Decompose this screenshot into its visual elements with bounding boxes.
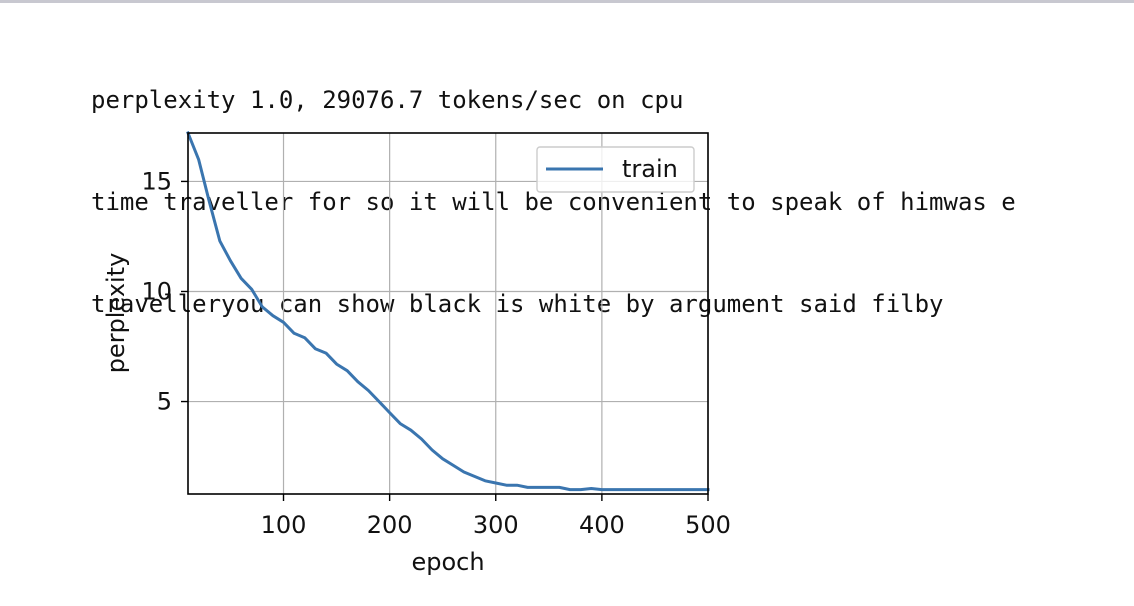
y-tick-label: 5 [157, 388, 172, 416]
legend-label: train [622, 155, 678, 183]
output-line: time traveller for so it will be conveni… [91, 188, 1016, 216]
x-tick-label: 300 [473, 511, 519, 539]
series-layer [186, 131, 710, 492]
legend: train [536, 146, 695, 193]
output-line: travelleryou can show black is white by … [91, 290, 944, 318]
y-tick-label: 10 [141, 277, 172, 305]
x-tick-label: 500 [685, 511, 731, 539]
output-line: perplexity 1.0, 29076.7 tokens/sec on cp… [91, 86, 684, 114]
series-line-train [186, 131, 710, 492]
x-tick-label: 100 [261, 511, 307, 539]
x-tick-label: 400 [579, 511, 625, 539]
y-tick-label: 15 [141, 167, 172, 195]
x-tick-label: 200 [367, 511, 413, 539]
console-output: perplexity 1.0, 29076.7 tokens/sec on cp… [91, 15, 1016, 355]
tick-layer: 100 200 300 400 500 5 10 15 [141, 167, 730, 539]
x-axis-label: epoch [411, 548, 484, 576]
top-border [0, 0, 1134, 3]
y-axis-label: perplexity [102, 253, 130, 374]
legend-box [536, 146, 695, 193]
plot-frame [187, 132, 709, 495]
